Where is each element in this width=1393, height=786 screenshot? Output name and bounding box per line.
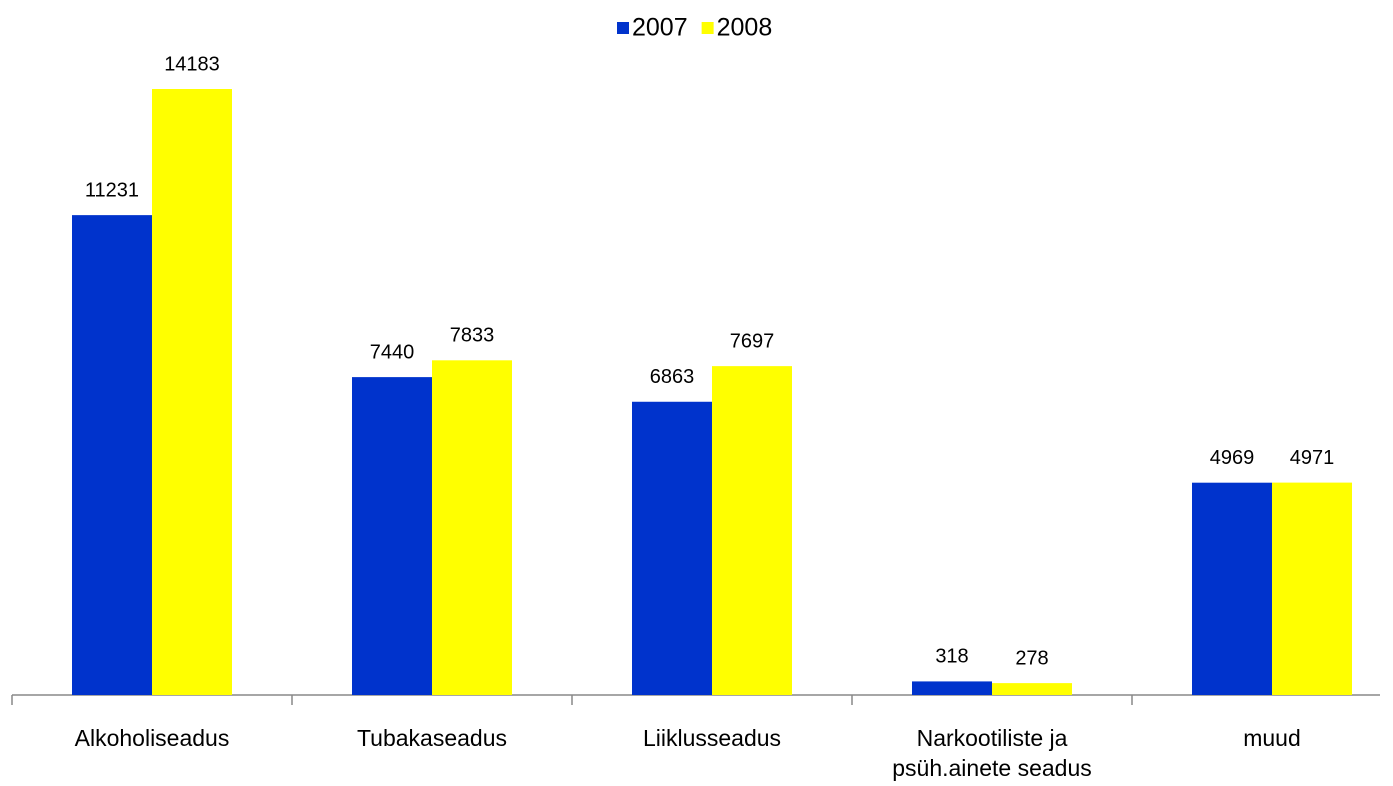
bar [912, 681, 992, 695]
x-tick-label: Alkoholiseadus [74, 725, 230, 751]
legend-label: 2007 [632, 14, 688, 42]
bar [432, 360, 512, 695]
bar [152, 89, 232, 695]
data-label: 278 [1015, 647, 1048, 669]
data-label: 7833 [450, 325, 495, 347]
data-label: 14183 [164, 53, 220, 75]
bar [992, 683, 1072, 695]
data-label: 7697 [730, 330, 775, 352]
x-tick-label: Tubakaseadus [356, 725, 508, 751]
bar [1272, 482, 1352, 695]
data-label: 4971 [1290, 447, 1335, 469]
bar [1192, 482, 1272, 695]
legend-swatch [617, 22, 629, 34]
bar [72, 215, 152, 695]
bar [712, 366, 792, 695]
legend-label: 2008 [717, 14, 773, 42]
data-label: 11231 [85, 179, 139, 201]
x-tick-label: Narkootiliste ja psüh.ainete seadus [892, 725, 1092, 781]
x-tick-label: muud [1243, 725, 1301, 751]
data-label: 4969 [1210, 447, 1255, 469]
bar [632, 401, 712, 695]
x-tick-label: Liiklusseadus [642, 725, 782, 751]
bar [352, 377, 432, 695]
legend-swatch [701, 22, 714, 34]
data-label: 318 [935, 646, 968, 668]
data-label: 7440 [370, 341, 415, 363]
data-label: 6863 [650, 366, 695, 388]
